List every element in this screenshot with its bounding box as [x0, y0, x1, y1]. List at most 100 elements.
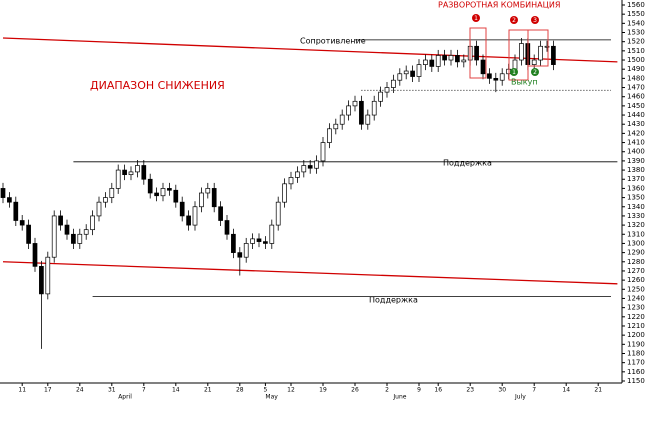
y-tick-label: 1320 [627, 221, 645, 229]
plot [0, 37, 618, 349]
y-tick-label: 1290 [627, 249, 645, 257]
candle-body [538, 45, 543, 61]
y-tick-label: 1180 [627, 349, 645, 357]
x-tick-label: 17 [44, 387, 52, 394]
y-tick-label: 1230 [627, 304, 645, 312]
y-tick-label: 1560 [627, 1, 645, 9]
candle-body [384, 87, 390, 93]
candle-body [103, 197, 108, 203]
y-tick-label: 1330 [627, 212, 645, 220]
annotation: РАЗВОРОТНАЯ КОМБИНАЦИЯ [438, 1, 560, 10]
y-tick-label: 1500 [627, 56, 645, 64]
candle-body [13, 201, 19, 221]
x-tick-label: 24 [76, 387, 84, 394]
y-tick-label: 1150 [627, 377, 645, 385]
candle-body [205, 188, 211, 194]
candle-body [499, 73, 505, 81]
candle-body [461, 59, 467, 63]
candle-body [474, 45, 479, 61]
x-tick-label: 30 [498, 387, 506, 394]
candle-body [487, 73, 492, 79]
month-label: April [118, 394, 132, 401]
candle-body [90, 215, 95, 231]
y-tick-label: 1340 [627, 203, 645, 211]
candle-body [243, 243, 249, 258]
candle-body [333, 123, 339, 130]
candle-body [199, 192, 204, 208]
y-tick-label: 1410 [627, 139, 645, 147]
candle-body [173, 189, 179, 203]
candle-body [39, 266, 44, 295]
y-tick-label: 1430 [627, 120, 645, 128]
candle-body [192, 206, 198, 226]
x-tick-label: 2 [385, 387, 389, 394]
candle-body [416, 64, 422, 77]
x-tick-label: 7 [532, 387, 536, 394]
candle-body [288, 177, 294, 185]
candle-body [141, 165, 147, 180]
candle-body [519, 43, 524, 61]
marker-label: 1 [512, 69, 516, 76]
candle-body [122, 169, 127, 176]
candle-body [186, 215, 191, 226]
candle-body [256, 238, 262, 242]
y-tick-label: 1510 [627, 47, 645, 55]
annotation: ДИАПАЗОН СНИЖЕНИЯ [90, 79, 225, 92]
candle-body [224, 220, 230, 235]
candle-body [77, 233, 83, 244]
trend-line [2, 261, 618, 285]
y-tick-label: 1480 [627, 74, 645, 82]
x-tick-label: 21 [204, 387, 212, 394]
candle-body [551, 45, 556, 65]
candle-body [352, 100, 358, 107]
annotation: Поддержка [443, 159, 492, 168]
candle-body [378, 91, 383, 102]
y-tick-label: 1520 [627, 38, 645, 46]
candle-body [218, 206, 223, 221]
y-tick-label: 1280 [627, 258, 645, 266]
candle-body [442, 55, 447, 61]
candle-body [96, 201, 102, 217]
x-tick-label: 26 [351, 387, 359, 394]
pattern-box [469, 27, 487, 79]
candle-body [339, 114, 345, 125]
candle-body [64, 224, 70, 235]
y-tick-label: 1270 [627, 267, 645, 275]
candle-body [314, 160, 319, 169]
candle-body [435, 55, 441, 67]
y-tick-label: 1310 [627, 230, 645, 238]
candle-body [83, 229, 89, 235]
month-label: June [392, 394, 406, 401]
candle-body [282, 183, 287, 203]
annotation: Поддержка [369, 296, 418, 305]
y-tick-label: 1190 [627, 340, 645, 348]
candle-body [147, 178, 153, 194]
candle-body [391, 79, 396, 88]
y-tick-label: 1250 [627, 285, 645, 293]
candle-body [179, 201, 185, 217]
candle-body [58, 215, 63, 226]
candle-body [307, 165, 313, 169]
y-tick-label: 1220 [627, 313, 645, 321]
x-tick-label: 12 [287, 387, 295, 394]
x-tick-label: 28 [236, 387, 244, 394]
annotation: Сопротивление [300, 37, 366, 46]
candle-body [346, 105, 351, 116]
y-tick-label: 1420 [627, 129, 645, 137]
candle-body [109, 188, 115, 198]
y-tick-label: 1260 [627, 276, 645, 284]
x-tick-label: 16 [434, 387, 442, 394]
candle-body [275, 201, 281, 226]
candle-body [423, 59, 428, 65]
candle-body [19, 220, 25, 226]
candle-body [45, 256, 51, 295]
candle-body [429, 59, 435, 67]
candle-body [371, 100, 377, 116]
candle-body [128, 171, 134, 176]
x-tick-label: 14 [172, 387, 180, 394]
y-tick-label: 1210 [627, 322, 645, 330]
y-tick-label: 1160 [627, 368, 645, 376]
candle-body [455, 55, 460, 63]
y-tick-label: 1350 [627, 194, 645, 202]
